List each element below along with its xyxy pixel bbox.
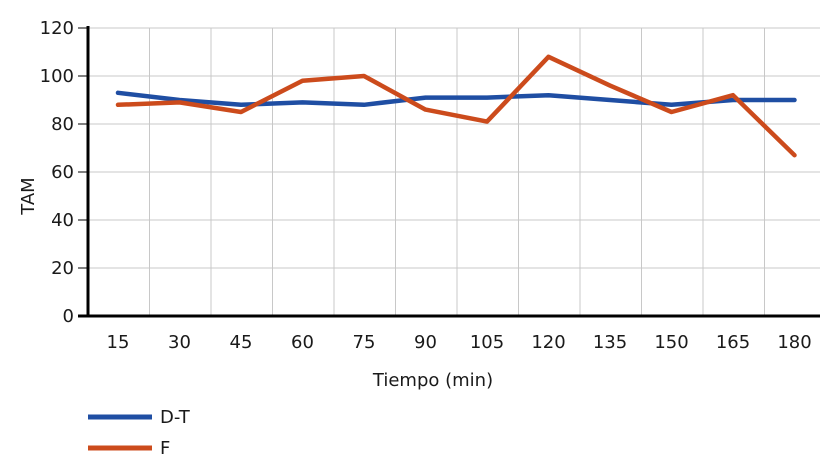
legend-item: F: [88, 438, 170, 454]
legend-label: D-T: [160, 407, 191, 428]
grid: [88, 27, 820, 317]
y-tick-label: 120: [40, 18, 74, 39]
x-tick-label: 180: [777, 332, 811, 353]
x-tick-label: 105: [470, 332, 504, 353]
y-tick-labels: 0 20 40 60 80 100 120: [40, 18, 88, 327]
legend: D-T F: [88, 407, 191, 454]
x-tick-label: 75: [353, 332, 376, 353]
y-tick-label: 60: [51, 162, 74, 183]
y-tick-label: 40: [51, 210, 74, 231]
series-line-f: [115, 54, 797, 158]
x-tick-label: 45: [230, 332, 253, 353]
y-tick-label: 0: [63, 306, 74, 327]
x-axis-title: Tiempo (min): [372, 370, 493, 391]
series-lines: [115, 54, 797, 158]
x-tick-label: 15: [107, 332, 130, 353]
x-tick-label: 60: [291, 332, 314, 353]
legend-item: D-T: [88, 407, 191, 428]
y-tick-label: 20: [51, 258, 74, 279]
x-tick-labels: 15 30 45 60 75 90 105 120 135 150 165 180: [107, 332, 812, 353]
x-tick-label: 30: [168, 332, 191, 353]
y-tick-label: 80: [51, 114, 74, 135]
series-line-d-t: [115, 90, 797, 108]
y-tick-label: 100: [40, 66, 74, 87]
x-tick-label: 90: [414, 332, 437, 353]
y-axis-title: TAM: [18, 177, 39, 215]
x-tick-label: 165: [716, 332, 750, 353]
x-tick-label: 150: [654, 332, 688, 353]
x-tick-label: 135: [593, 332, 627, 353]
legend-label: F: [160, 438, 170, 454]
x-tick-label: 120: [531, 332, 565, 353]
axes: [78, 26, 820, 318]
